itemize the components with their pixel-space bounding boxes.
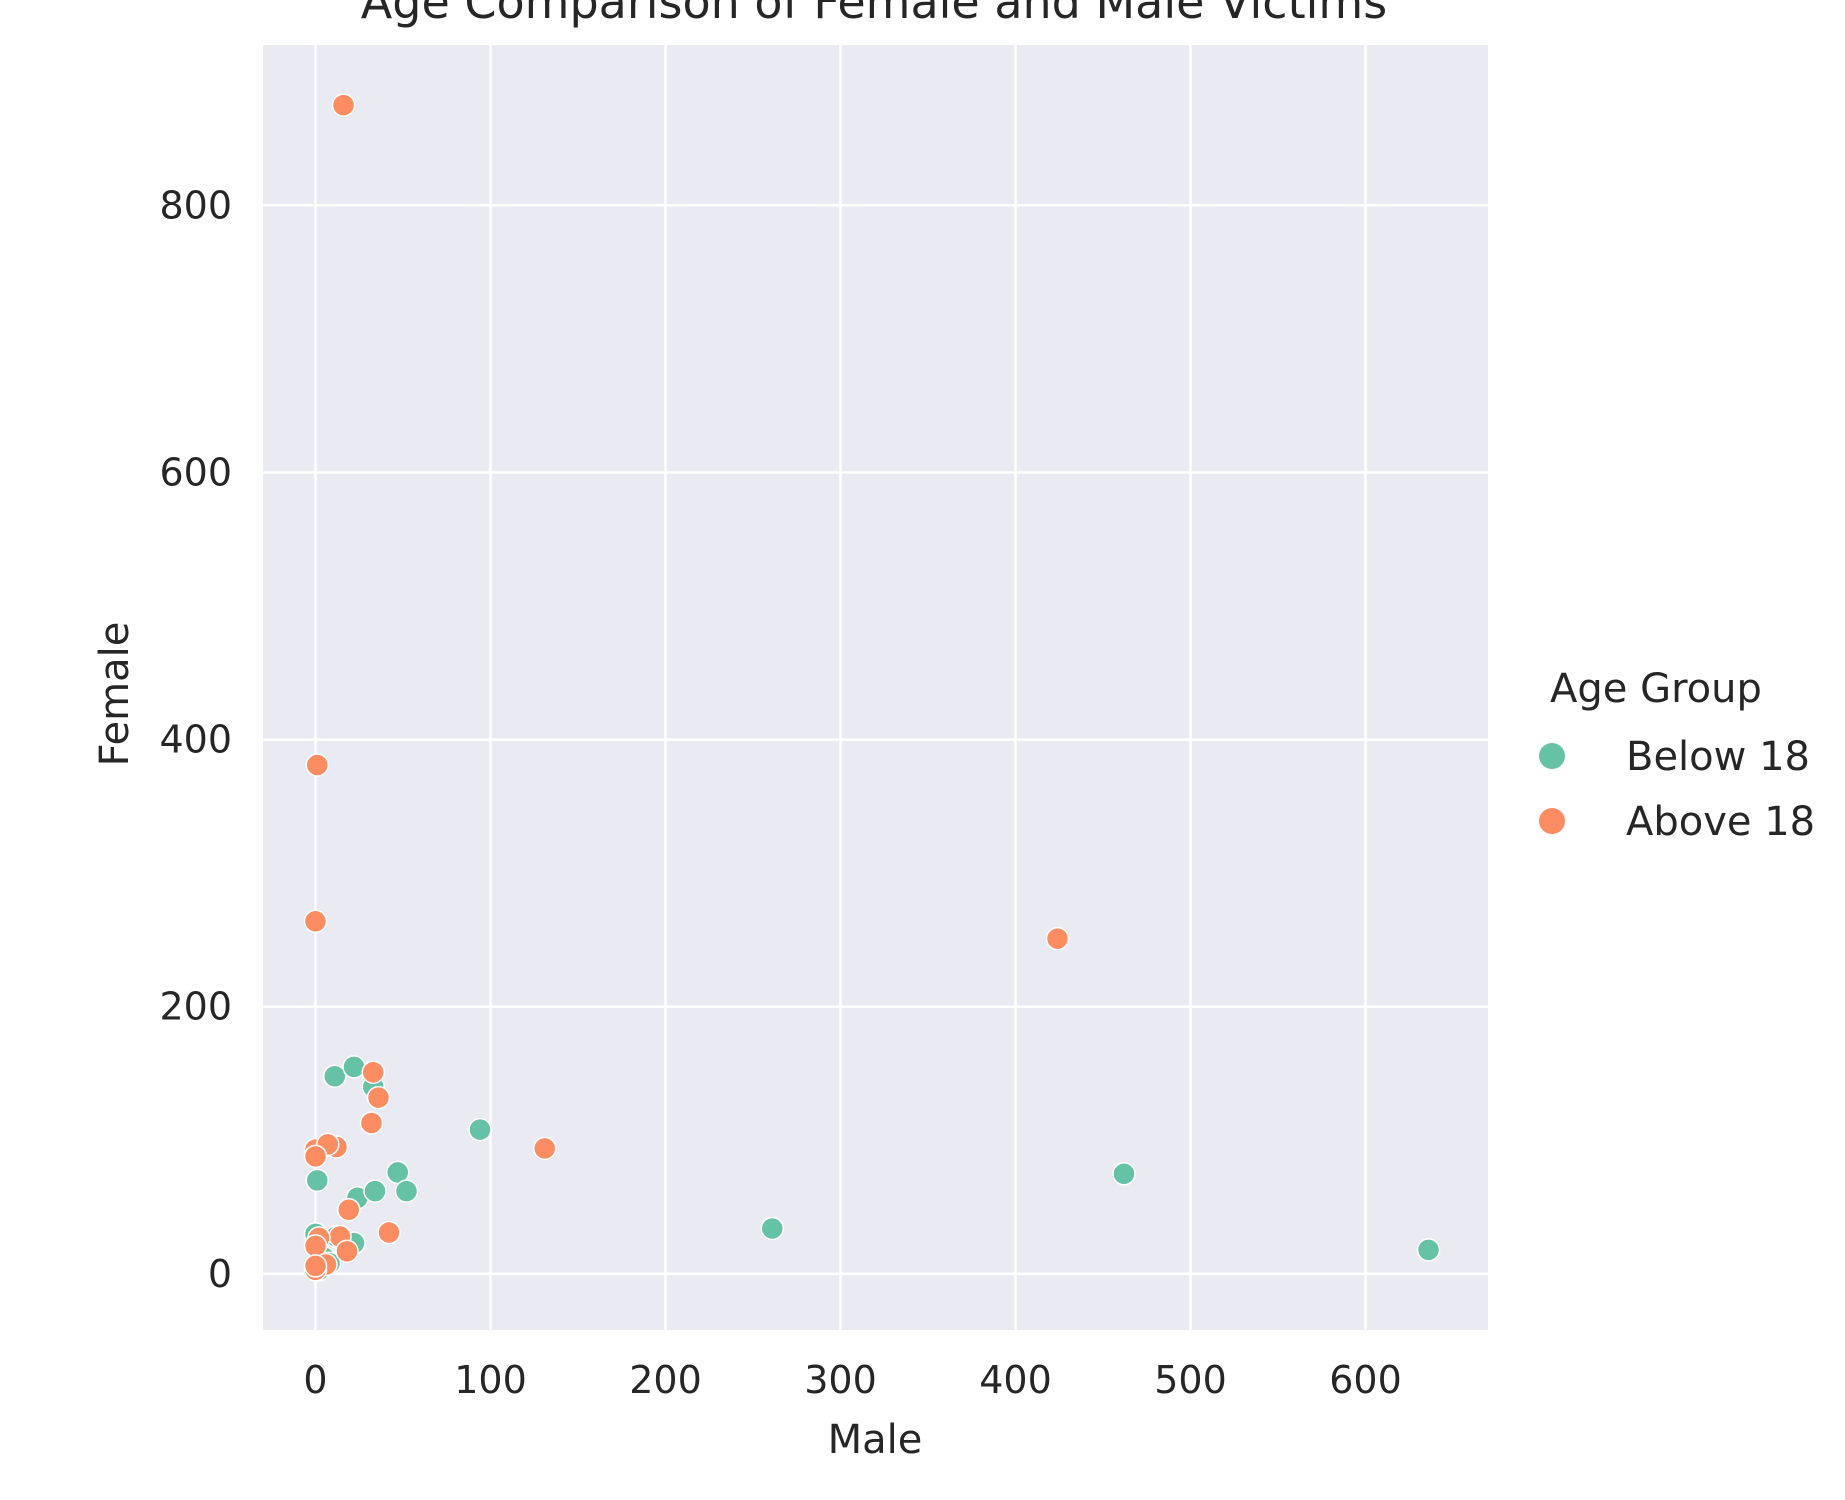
point-below-18 bbox=[1112, 1161, 1136, 1186]
legend-title: Age Group bbox=[1550, 666, 1762, 712]
x-tick-label: 200 bbox=[629, 1358, 702, 1402]
legend-marker-above-18 bbox=[1539, 808, 1565, 834]
y-tick-label: 600 bbox=[159, 450, 232, 494]
legend-label-below-18: Below 18 bbox=[1626, 734, 1810, 780]
point-below-18 bbox=[1416, 1238, 1441, 1262]
x-tick-label: 100 bbox=[454, 1358, 527, 1402]
chart-title: Age Comparison of Female and Male Victim… bbox=[361, 0, 1387, 29]
point-below-18 bbox=[363, 1179, 387, 1203]
point-below-18 bbox=[468, 1117, 492, 1142]
point-above-18 bbox=[303, 1144, 328, 1169]
point-below-18 bbox=[323, 1064, 347, 1088]
point-below-18 bbox=[342, 1055, 366, 1079]
point-below-18 bbox=[760, 1216, 784, 1241]
y-tick-label: 0 bbox=[208, 1252, 232, 1296]
point-above-18 bbox=[305, 753, 329, 777]
x-tick-label: 400 bbox=[979, 1358, 1052, 1402]
point-above-18 bbox=[1045, 926, 1070, 951]
x-axis-label: Male bbox=[828, 1417, 923, 1463]
y-tick-label: 800 bbox=[159, 183, 232, 227]
point-below-18 bbox=[394, 1179, 419, 1203]
legend-items: Below 18 Above 18 bbox=[1539, 734, 1815, 845]
x-tick-label: 600 bbox=[1329, 1358, 1402, 1402]
point-above-18 bbox=[377, 1220, 401, 1245]
point-above-18 bbox=[533, 1136, 557, 1161]
point-above-18 bbox=[303, 1254, 328, 1278]
point-above-18 bbox=[359, 1111, 384, 1135]
data-points bbox=[303, 93, 1441, 1282]
plot-area bbox=[263, 45, 1488, 1330]
x-tick-label: 0 bbox=[303, 1358, 327, 1402]
point-above-18 bbox=[361, 1060, 385, 1084]
legend: Age Group Below 18 Above 18 bbox=[1539, 666, 1815, 845]
grid bbox=[263, 45, 1488, 1330]
point-above-18 bbox=[337, 1198, 361, 1222]
y-tick-label: 400 bbox=[159, 718, 232, 762]
legend-label-above-18: Above 18 bbox=[1626, 799, 1815, 845]
x-tick-label: 500 bbox=[1154, 1358, 1227, 1402]
y-axis-label: Female bbox=[92, 622, 138, 767]
point-above-18 bbox=[335, 1239, 359, 1263]
legend-marker-below-18 bbox=[1539, 743, 1565, 769]
tick-labels: 0 100 200 300 400 500 600 0 200 400 600 800 bbox=[159, 183, 1401, 1402]
x-tick-label: 300 bbox=[804, 1358, 877, 1402]
point-above-18 bbox=[366, 1085, 391, 1110]
y-tick-label: 200 bbox=[159, 985, 232, 1029]
point-below-18 bbox=[305, 1168, 329, 1193]
point-above-18 bbox=[331, 93, 356, 117]
point-above-18 bbox=[303, 909, 328, 934]
